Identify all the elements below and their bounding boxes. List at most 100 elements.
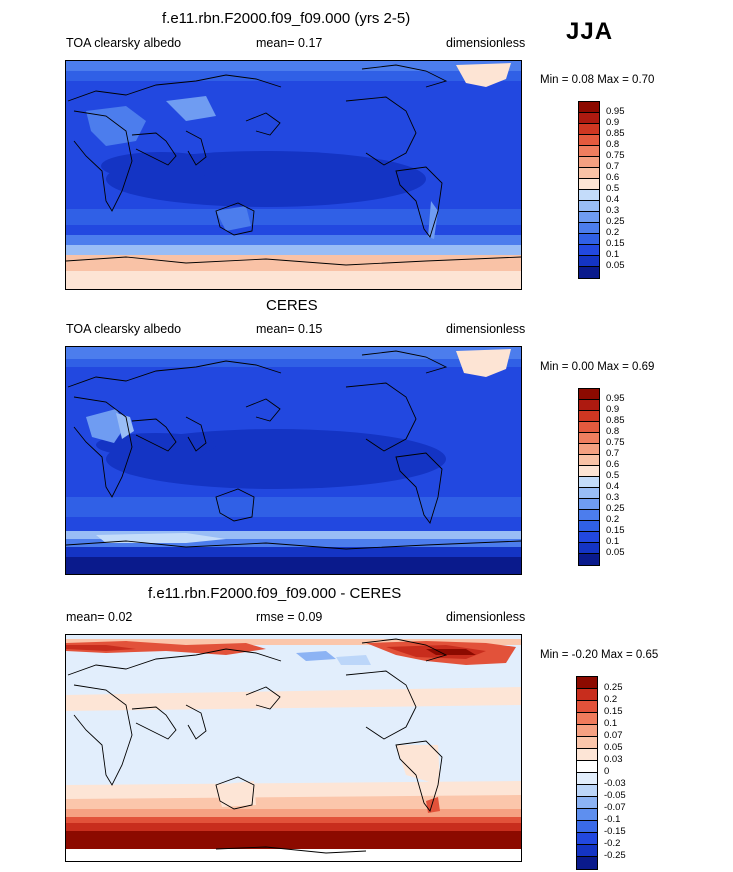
panel-1-colorbar-swatch	[579, 179, 599, 190]
panel-1-colorbar-swatch	[579, 190, 599, 201]
panel-1-colorbar-label: 0.9	[606, 117, 620, 128]
panel-2-colorbar-label: 0.9	[606, 404, 620, 415]
panel-2-colorbar-label: 0.6	[606, 459, 620, 470]
panel-3-colorbar-label: -0.2	[604, 838, 621, 849]
panel-3-colorbar-label: 0.25	[604, 682, 623, 693]
panel-1-colorbar-swatch	[579, 135, 599, 146]
panel-1-colorbar-swatch	[579, 146, 599, 157]
panel-1-colorbar-label: 0.3	[606, 205, 620, 216]
panel-1-colorbar-label: 0.1	[606, 249, 620, 260]
panel-3-colorbar-swatch	[577, 809, 597, 821]
panel-2-colorbar-label: 0.85	[606, 415, 625, 426]
panel-1-colorbar-swatch	[579, 223, 599, 234]
panel-3-colorbar-label: -0.1	[604, 814, 621, 825]
panel-3-colorbar-swatch	[577, 845, 597, 857]
panel-2-variable-label: TOA clearsky albedo	[66, 322, 182, 336]
panel-2-colorbar-label: 0.1	[606, 536, 620, 547]
panel-1-mean-label: mean= 0.17	[256, 36, 323, 50]
panel-3-colorbar-swatch	[577, 725, 597, 737]
panel-2-colorbar-label: 0.7	[606, 448, 620, 459]
panel-1-colorbar-swatch	[579, 124, 599, 135]
panel-3-colorbar-swatch	[577, 749, 597, 761]
panel-2-min-max: Min = 0.00 Max = 0.69	[540, 361, 655, 373]
panel-3-colorbar-label: 0.03	[604, 754, 623, 765]
panel-3-map-field	[66, 635, 521, 861]
panel-3-colorbar-swatch	[577, 785, 597, 797]
panel-2-map-field	[66, 347, 521, 574]
panel-1-units-label: dimensionless	[446, 36, 526, 50]
panel-3-colorbar-label: -0.03	[604, 778, 626, 789]
panel-3-colorbar-swatch	[577, 857, 597, 869]
panel-1-colorbar-label: 0.2	[606, 227, 620, 238]
panel-3-colorbar-swatch	[577, 677, 597, 689]
panel-3-colorbar-label: -0.15	[604, 826, 626, 837]
panel-1-colorbar-swatch	[579, 234, 599, 245]
panel-1-colorbar-swatch	[579, 102, 599, 113]
panel-2-colorbar-swatch	[579, 543, 599, 554]
panel-1-map-field	[66, 61, 521, 289]
panel-1-colorbar-label: 0.05	[606, 260, 625, 271]
panel-1-colorbar-swatch	[579, 245, 599, 256]
panel-1-colorbar-label: 0.7	[606, 161, 620, 172]
panel-3-colorbar-label: -0.07	[604, 802, 626, 813]
panel-2-colorbar-swatch	[579, 455, 599, 466]
panel-3-title: f.e11.rbn.F2000.f09_f09.000 - CERES	[148, 585, 402, 602]
panel-1-title: f.e11.rbn.F2000.f09_f09.000 (yrs 2-5)	[162, 10, 411, 27]
panel-2-colorbar-swatch	[579, 422, 599, 433]
panel-2-colorbar-swatch	[579, 444, 599, 455]
panel-3-colorbar-swatch	[577, 797, 597, 809]
panel-1-colorbar-label: 0.4	[606, 194, 620, 205]
panel-3-colorbar-swatch	[577, 833, 597, 845]
panel-3-colorbar-label: -0.25	[604, 850, 626, 861]
panel-3-colorbar-label: 0.15	[604, 706, 623, 717]
panel-2-map	[65, 346, 522, 575]
panel-1-colorbar-swatch	[579, 267, 599, 278]
panel-3-colorbar-label: 0.2	[604, 694, 618, 705]
panel-2-colorbar-swatch	[579, 488, 599, 499]
panel-2-colorbar-swatch	[579, 433, 599, 444]
panel-2-colorbar-label: 0.5	[606, 470, 620, 481]
panel-3-colorbar-label: 0.05	[604, 742, 623, 753]
panel-1-colorbar-swatch	[579, 113, 599, 124]
panel-2-colorbar-label: 0.95	[606, 393, 625, 404]
panel-2-colorbar	[578, 388, 600, 566]
panel-3-units-label: dimensionless	[446, 610, 526, 624]
panel-3-min-max: Min = -0.20 Max = 0.65	[540, 649, 659, 661]
panel-1-colorbar-swatch	[579, 212, 599, 223]
panel-3-colorbar-swatch	[577, 713, 597, 725]
panel-2-colorbar-swatch	[579, 510, 599, 521]
panel-2-colorbar-swatch	[579, 389, 599, 400]
panel-2-title: CERES	[266, 297, 318, 314]
panel-1-colorbar-label: 0.25	[606, 216, 625, 227]
panel-2-colorbar-label: 0.05	[606, 547, 625, 558]
panel-3-colorbar-swatch	[577, 689, 597, 701]
panel-2-mean-label: mean= 0.15	[256, 322, 323, 336]
panel-1-colorbar-swatch	[579, 201, 599, 212]
panel-3-colorbar-swatch	[577, 701, 597, 713]
panel-3-colorbar-swatch	[577, 773, 597, 785]
panel-3-colorbar-label: 0	[604, 766, 610, 777]
panel-1-colorbar-swatch	[579, 256, 599, 267]
panel-3-colorbar-label: 0.07	[604, 730, 623, 741]
panel-1-colorbar-swatch	[579, 157, 599, 168]
panel-2-colorbar-label: 0.25	[606, 503, 625, 514]
panel-2-colorbar-swatch	[579, 499, 599, 510]
panel-3-colorbar-swatch	[577, 737, 597, 749]
panel-2-colorbar-label: 0.2	[606, 514, 620, 525]
panel-2-colorbar-swatch	[579, 466, 599, 477]
panel-3-colorbar-label: -0.05	[604, 790, 626, 801]
season-label: JJA	[566, 18, 614, 45]
panel-2-colorbar-swatch	[579, 532, 599, 543]
panel-1-map	[65, 60, 522, 290]
panel-2-colorbar-swatch	[579, 411, 599, 422]
panel-3-colorbar-label: 0.1	[604, 718, 618, 729]
panel-1-colorbar-swatch	[579, 168, 599, 179]
panel-3-map	[65, 634, 522, 862]
panel-1-colorbar-label: 0.95	[606, 106, 625, 117]
panel-1-colorbar-label: 0.15	[606, 238, 625, 249]
panel-1-colorbar-label: 0.8	[606, 139, 620, 150]
panel-2-colorbar-label: 0.3	[606, 492, 620, 503]
panel-2-colorbar-swatch	[579, 477, 599, 488]
panel-3-colorbar-swatch	[577, 761, 597, 773]
panel-3-rmse-label: rmse = 0.09	[256, 610, 323, 624]
